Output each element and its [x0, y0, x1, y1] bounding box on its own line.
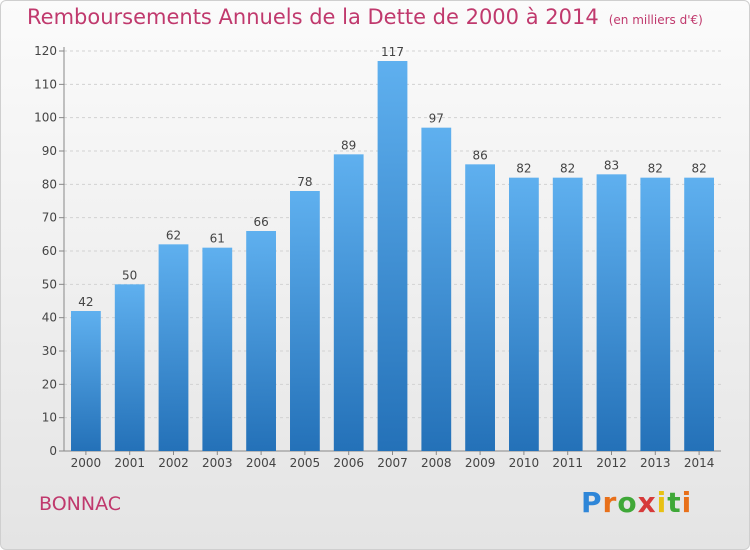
y-tick-label: 100: [34, 111, 57, 125]
bar-2012: [596, 174, 627, 452]
x-tick-label-2000: 2000: [71, 456, 102, 470]
x-tick-label-2002: 2002: [158, 456, 189, 470]
bar-2013: [640, 177, 671, 451]
bar-2006: [333, 154, 364, 452]
x-tick-label-2010: 2010: [509, 456, 540, 470]
data-label-2010: 82: [516, 162, 531, 176]
data-label-2007: 117: [381, 45, 404, 59]
y-tick-label: 80: [42, 177, 57, 191]
x-tick-label-2003: 2003: [202, 456, 233, 470]
bar-2007: [377, 61, 408, 451]
data-label-2014: 82: [691, 162, 706, 176]
chart-unit: (en milliers d'€): [608, 13, 703, 27]
bar-2009: [465, 164, 495, 452]
bar-2008: [421, 127, 452, 452]
y-tick-label: 60: [42, 244, 57, 258]
bar-2014: [684, 177, 714, 451]
commune-name: BONNAC: [39, 493, 122, 515]
y-tick-label: 70: [42, 211, 57, 225]
data-label-2008: 97: [429, 112, 444, 126]
data-label-2011: 82: [560, 162, 575, 176]
data-label-2009: 86: [472, 148, 487, 162]
y-tick-label: 30: [42, 344, 57, 358]
y-tick-label: 40: [42, 311, 57, 325]
x-tick-label-2004: 2004: [246, 456, 277, 470]
x-tick-label-2014: 2014: [684, 456, 715, 470]
bar-2000: [71, 311, 101, 451]
y-tick-label: 110: [34, 77, 57, 91]
data-label-2012: 83: [604, 158, 619, 172]
y-tick-label: 20: [42, 377, 57, 391]
x-tick-label-2007: 2007: [377, 456, 408, 470]
x-tick-label-2012: 2012: [596, 456, 627, 470]
data-label-2002: 62: [166, 228, 181, 242]
y-tick-label: 90: [42, 144, 57, 158]
data-label-2005: 78: [297, 175, 312, 189]
chart-title: Remboursements Annuels de la Dette de 20…: [27, 5, 703, 29]
x-tick-label-2005: 2005: [290, 456, 321, 470]
data-label-2001: 50: [122, 268, 137, 282]
chart-title-text: Remboursements Annuels de la Dette de 20…: [27, 5, 599, 29]
x-tick-label-2006: 2006: [333, 456, 364, 470]
x-tick-label-2011: 2011: [552, 456, 583, 470]
y-tick-label: 50: [42, 277, 57, 291]
x-tick-label-2009: 2009: [465, 456, 496, 470]
data-label-2006: 89: [341, 138, 356, 152]
y-tick-label: 120: [34, 44, 57, 58]
bar-2001: [114, 284, 145, 451]
bar-2005: [290, 191, 320, 451]
data-label-2004: 66: [253, 215, 268, 229]
data-label-2013: 82: [648, 162, 663, 176]
data-labels: 42 50 62 61 66 78 89 117 97 86 82 82 83 82 82: [78, 45, 706, 309]
x-tick-label-2008: 2008: [421, 456, 452, 470]
y-tick-label: 10: [42, 411, 57, 425]
x-tick-label-2013: 2013: [640, 456, 671, 470]
bar-2002: [158, 244, 189, 451]
data-label-2003: 61: [210, 232, 225, 246]
x-tick-label-2001: 2001: [114, 456, 145, 470]
bar-2004: [246, 231, 276, 451]
y-tick-label: 0: [49, 444, 57, 458]
tick-labels: 0 10 20 30 40 50 60 70 80 90 100 110 120 2000 2001 2002…: [34, 44, 714, 470]
bar-2011: [552, 177, 583, 451]
data-label-2000: 42: [78, 295, 93, 309]
bar-2003: [202, 247, 233, 451]
bar-2010: [509, 177, 539, 451]
proxiti-logo: Proxiti: [581, 486, 693, 519]
bars: [71, 61, 714, 452]
